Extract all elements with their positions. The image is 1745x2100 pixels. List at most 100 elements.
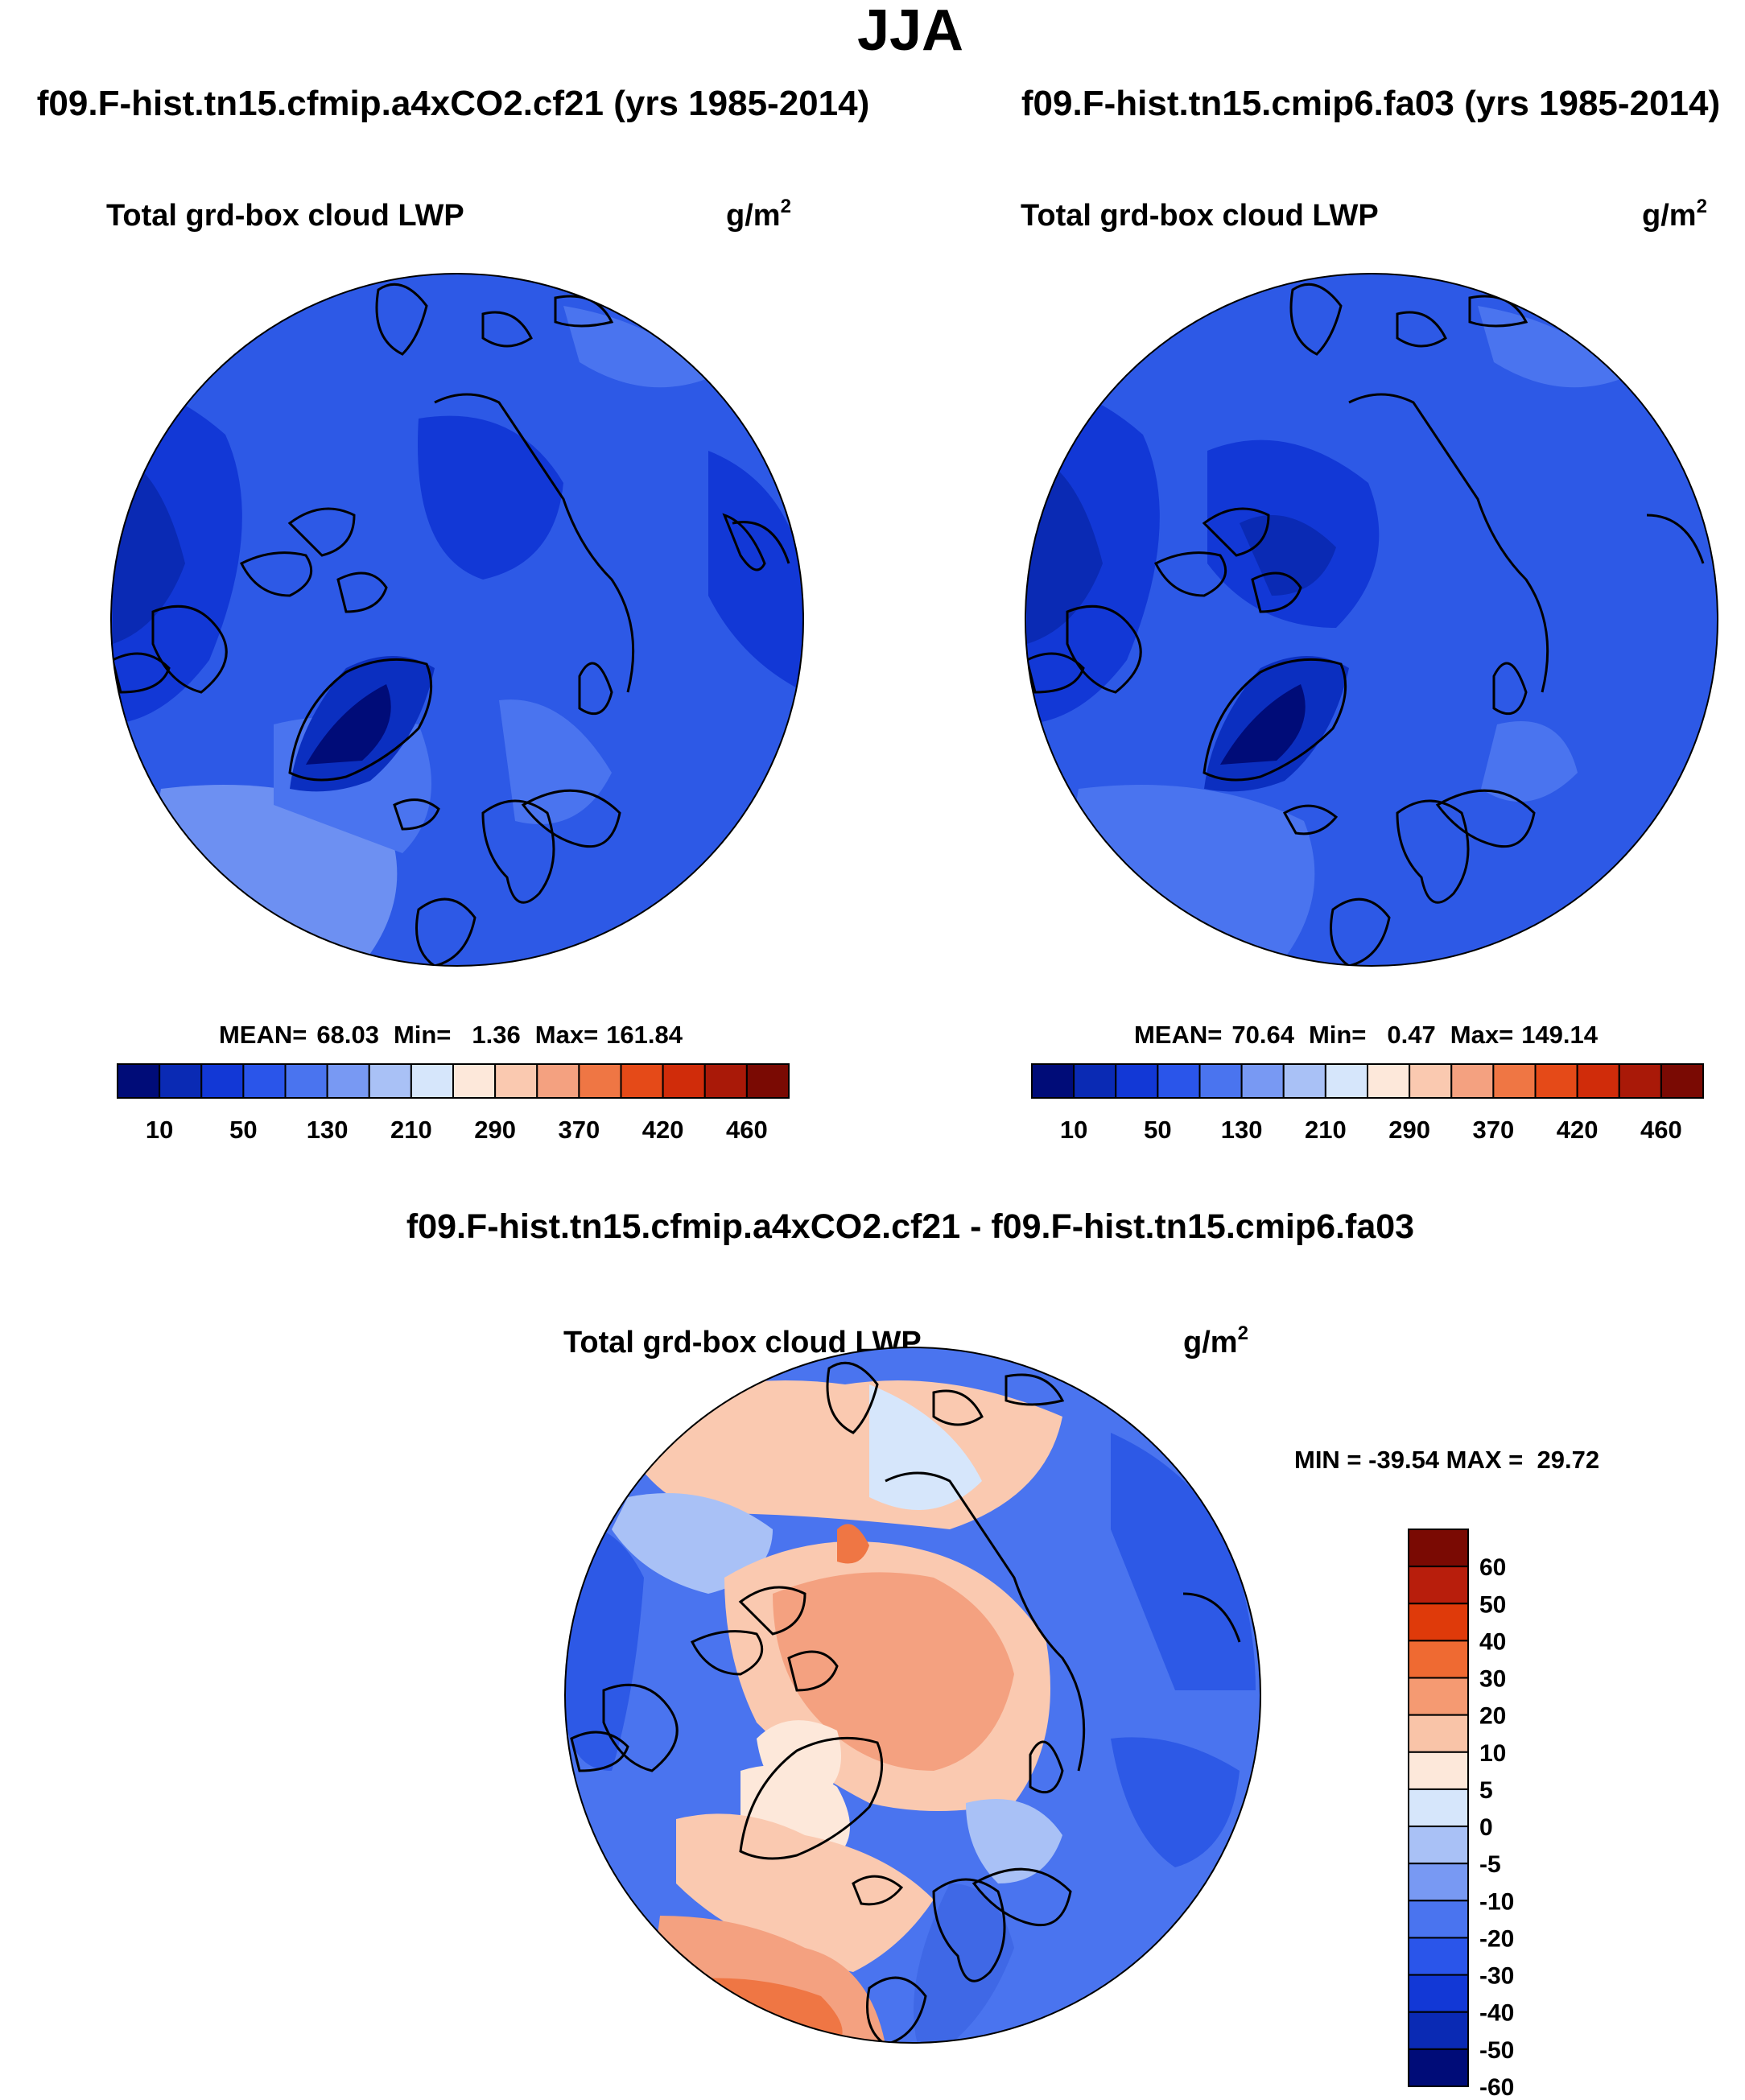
- colorbar-box: [1660, 1063, 1704, 1099]
- right-units-label: g/m2: [1642, 196, 1707, 233]
- colorbar-tick-label: 420: [1557, 1116, 1599, 1144]
- colorbar-box: [1534, 1063, 1578, 1099]
- left-stats: MEAN= 68.03 Min= 1.36 Max= 161.84: [219, 1021, 683, 1049]
- colorbar-tick-label: 290: [1388, 1116, 1430, 1144]
- colorbar-box: [284, 1063, 328, 1099]
- colorbar-tick-label: 370: [559, 1116, 600, 1144]
- colorbar-box: [1408, 1751, 1469, 1790]
- colorbar-tick-label: 50: [1479, 1591, 1506, 1618]
- colorbar-box: [1576, 1063, 1620, 1099]
- colorbar-tick-label: -20: [1479, 1925, 1514, 1952]
- colorbar-tick-label: -30: [1479, 1963, 1514, 1990]
- left-units-label: g/m2: [726, 196, 791, 233]
- colorbar-box: [494, 1063, 538, 1099]
- colorbar-tick-label: 60: [1479, 1554, 1506, 1581]
- colorbar-tick-label: 210: [1305, 1116, 1347, 1144]
- colorbar-tick-label: -10: [1479, 1888, 1514, 1915]
- colorbar-box: [1408, 1714, 1469, 1753]
- right-case-title: f09.F-hist.tn15.cmip6.fa03 (yrs 1985-201…: [1021, 84, 1720, 123]
- right-colorbar: [1031, 1063, 1704, 1099]
- colorbar-tick-label: 20: [1479, 1703, 1506, 1730]
- colorbar-tick-label: 10: [1479, 1740, 1506, 1767]
- diff-title: f09.F-hist.tn15.cfmip.a4xCO2.cf21 - f09.…: [406, 1207, 1414, 1246]
- colorbar-box: [1408, 1937, 1469, 1976]
- colorbar-box: [200, 1063, 245, 1099]
- right-stats: MEAN= 70.64 Min= 0.47 Max= 149.14: [1134, 1021, 1599, 1049]
- colorbar-tick-label: 460: [1640, 1116, 1682, 1144]
- colorbar-box: [1618, 1063, 1662, 1099]
- colorbar-box: [745, 1063, 790, 1099]
- right-colorbar-ticks: 10 50 130 210 290 370 420 460: [1060, 1116, 1682, 1144]
- colorbar-tick-label: 420: [642, 1116, 684, 1144]
- left-variable-label: Total grd-box cloud LWP: [106, 199, 464, 233]
- colorbar-box: [1408, 1566, 1469, 1605]
- colorbar-tick-label: -50: [1479, 2037, 1514, 2064]
- colorbar-box: [1450, 1063, 1495, 1099]
- colorbar-box: [1367, 1063, 1411, 1099]
- diff-colorbar: [1408, 1529, 1469, 2088]
- colorbar-tick-label: 10: [146, 1116, 173, 1144]
- colorbar-box: [1408, 1788, 1469, 1828]
- left-colorbar-ticks: 10 50 130 210 290 370 420 460: [146, 1116, 768, 1144]
- colorbar-tick-label: 460: [726, 1116, 768, 1144]
- diff-units-label: g/m2: [1183, 1322, 1248, 1359]
- left-case-title: f09.F-hist.tn15.cfmip.a4xCO2.cf21 (yrs 1…: [37, 84, 869, 123]
- colorbar-box: [1408, 2048, 1469, 2088]
- colorbar-tick-label: -40: [1479, 2000, 1514, 2027]
- colorbar-box: [1408, 1863, 1469, 1902]
- colorbar-box: [1157, 1063, 1201, 1099]
- right-polar-map: [1025, 273, 1718, 967]
- colorbar-box: [452, 1063, 497, 1099]
- colorbar-tick-label: 30: [1479, 1666, 1506, 1693]
- left-polar-map: [110, 273, 804, 967]
- colorbar-tick-label: 370: [1473, 1116, 1515, 1144]
- colorbar-box: [326, 1063, 370, 1099]
- colorbar-box: [703, 1063, 748, 1099]
- colorbar-tick-label: 50: [229, 1116, 257, 1144]
- colorbar-box: [620, 1063, 664, 1099]
- colorbar-tick-label: -60: [1479, 2074, 1514, 2096]
- colorbar-box: [1408, 1529, 1469, 1568]
- colorbar-box: [410, 1063, 454, 1099]
- colorbar-box: [1492, 1063, 1537, 1099]
- colorbar-box: [1408, 1677, 1469, 1716]
- right-variable-label: Total grd-box cloud LWP: [1021, 199, 1379, 233]
- colorbar-tick-label: 40: [1479, 1628, 1506, 1655]
- colorbar-box: [368, 1063, 412, 1099]
- colorbar-box: [1408, 2011, 1469, 2050]
- colorbar-box: [1408, 1900, 1469, 1939]
- left-colorbar: [117, 1063, 790, 1099]
- colorbar-tick-label: 130: [1221, 1116, 1263, 1144]
- colorbar-tick-label: 10: [1060, 1116, 1087, 1144]
- diff-minmax: MIN = -39.54 MAX = 29.72: [1294, 1446, 1599, 1474]
- colorbar-box: [242, 1063, 287, 1099]
- colorbar-box: [1031, 1063, 1075, 1099]
- colorbar-tick-label: 50: [1144, 1116, 1171, 1144]
- colorbar-box: [117, 1063, 161, 1099]
- colorbar-box: [536, 1063, 580, 1099]
- colorbar-box: [1282, 1063, 1326, 1099]
- colorbar-tick-label: -5: [1479, 1851, 1501, 1878]
- colorbar-box: [1408, 1603, 1469, 1642]
- colorbar-box: [1073, 1063, 1117, 1099]
- colorbar-box: [1408, 1826, 1469, 1865]
- colorbar-box: [159, 1063, 203, 1099]
- colorbar-box: [1198, 1063, 1243, 1099]
- colorbar-box: [1408, 1974, 1469, 2013]
- colorbar-box: [1408, 1640, 1469, 1679]
- colorbar-tick-label: 5: [1479, 1777, 1493, 1804]
- colorbar-tick-label: 130: [307, 1116, 349, 1144]
- colorbar-box: [578, 1063, 622, 1099]
- colorbar-box: [1240, 1063, 1285, 1099]
- colorbar-box: [1409, 1063, 1453, 1099]
- figure-title: JJA: [857, 0, 963, 63]
- colorbar-box: [662, 1063, 706, 1099]
- colorbar-tick-label: 210: [390, 1116, 432, 1144]
- diff-polar-map: [564, 1347, 1261, 2044]
- colorbar-tick-label: 0: [1479, 1814, 1493, 1841]
- colorbar-box: [1115, 1063, 1159, 1099]
- colorbar-tick-label: 290: [474, 1116, 516, 1144]
- colorbar-box: [1324, 1063, 1368, 1099]
